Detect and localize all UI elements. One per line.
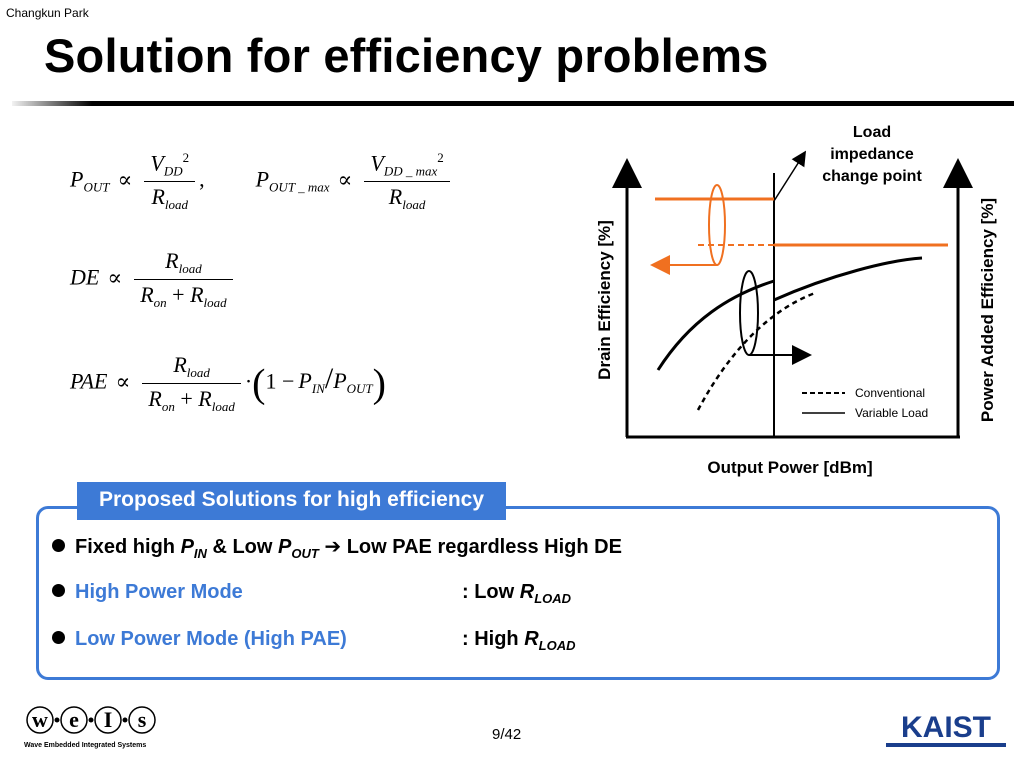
annotation-line-1: Load — [853, 124, 891, 141]
equation-pae: PAE ∝ Rload Ron + Rload ·(1 − PIN/POUT) — [70, 352, 386, 414]
title-underline — [12, 101, 1014, 106]
svg-text:s: s — [138, 707, 147, 732]
y-right-label: Power Added Efficiency [%] — [978, 198, 997, 422]
svg-text:I: I — [104, 707, 113, 732]
page-number: 9/42 — [492, 726, 522, 743]
kaist-logo: KAIST — [886, 711, 1006, 747]
de-ellipse — [739, 270, 759, 356]
weis-logo: w e I s Wave Embedded Integrated Systems — [24, 706, 156, 749]
weis-caption: Wave Embedded Integrated Systems — [24, 742, 146, 749]
legend-variable-load: Variable Load — [855, 406, 928, 420]
bullet-dot — [52, 631, 65, 644]
pae-ellipse — [708, 184, 726, 266]
slide-title: Solution for efficiency problems — [44, 29, 769, 82]
de-curve-conventional — [696, 291, 816, 411]
y-left-label: Drain Efficiency [%] — [595, 220, 614, 380]
de-curve-variable-low — [656, 279, 775, 371]
svg-text:w: w — [32, 707, 48, 732]
efficiency-chart: Load impedance change point Conventional… — [595, 124, 997, 477]
bullet-high-power-mode: High Power Mode : Low RLOAD — [52, 581, 571, 606]
author-name: Changkun Park — [6, 6, 89, 20]
bullet-fixed-high-pin: Fixed high PIN & Low POUT ➔ Low PAE rega… — [52, 534, 622, 561]
x-label: Output Power [dBm] — [707, 458, 872, 477]
annotation-arrow — [773, 150, 807, 202]
arrow-icon: ➔ — [324, 536, 342, 558]
bullet-dot — [52, 539, 65, 552]
annotation-line-3: change point — [822, 168, 922, 185]
bullet-dot — [52, 584, 65, 597]
svg-text:e: e — [69, 707, 79, 732]
kaist-logo-text: KAIST — [901, 711, 991, 744]
legend-conventional: Conventional — [855, 386, 925, 400]
equation-pout: POUT ∝ VDD2 Rload, POUT _ max ∝ VDD _ max2 Rlo… — [70, 150, 454, 213]
de-curve-variable-high — [773, 256, 923, 302]
bullet-low-power-mode: Low Power Mode (High PAE) : High RLOAD — [52, 628, 576, 653]
solutions-box — [36, 506, 1000, 680]
annotation-line-2: impedance — [830, 146, 914, 163]
equation-de: DE ∝ Rload Ron + Rload — [70, 248, 237, 311]
solutions-heading: Proposed Solutions for high efficiency — [77, 482, 507, 520]
